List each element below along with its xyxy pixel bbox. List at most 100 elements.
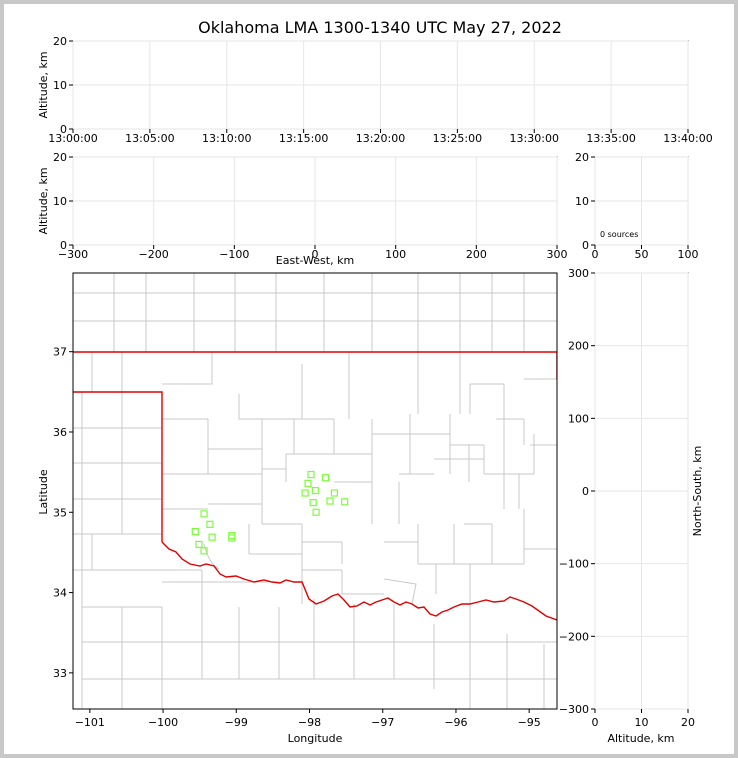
north-south-xtick-label: 20 <box>681 716 695 729</box>
north-south-ytick-label: 200 <box>568 340 589 353</box>
station-marker <box>341 498 349 506</box>
time-height-ylabel: Altitude, km <box>37 51 50 118</box>
time-height-xticks: 13:00:00 13:05:00 13:10:00 13:15:00 13:20:00… <box>48 129 713 145</box>
north-south-ytick-label: 300 <box>568 267 589 280</box>
histogram-xtick-label: 50 <box>635 248 649 261</box>
histogram-xticks: 0 50 100 <box>592 245 699 261</box>
plan-view-ylabel: Latitude <box>37 469 50 515</box>
plan-view-ytick-label: 36 <box>53 426 67 439</box>
time-height-xtick-label: 13:35:00 <box>586 132 635 145</box>
plan-view-xtick-label: −101 <box>75 716 105 729</box>
plan-view-ytick-label: 37 <box>53 346 67 359</box>
plan-view-ytick-label: 34 <box>53 587 67 600</box>
station-marker <box>309 499 317 507</box>
station-marker <box>200 510 208 518</box>
plan-view-xtick-label: −95 <box>518 716 541 729</box>
station-marker <box>200 547 208 555</box>
time-height-xtick-label: 13:30:00 <box>510 132 559 145</box>
north-south-xlabel: Altitude, km <box>607 732 674 745</box>
time-height-xtick-label: 13:40:00 <box>663 132 712 145</box>
time-height-yticks: 0 10 20 <box>53 35 73 136</box>
station-marker <box>330 489 339 497</box>
station-marker <box>322 474 330 482</box>
state-boundaries <box>73 351 557 621</box>
plan-view-xtick-label: −97 <box>371 716 394 729</box>
east-west-ylabel: Altitude, km <box>37 167 50 234</box>
plan-view-yticks: 33 34 35 36 37 <box>53 346 73 680</box>
east-west-panel: −300 −200 −100 0 100 200 300 0 10 20 East-West, … <box>37 151 568 267</box>
lma-stations <box>191 470 349 555</box>
chart-title: Oklahoma LMA 1300-1340 UTC May 27, 2022 <box>198 18 562 37</box>
east-west-ytick-label: 20 <box>53 151 67 164</box>
histogram-panel: 0 50 100 0 10 20 0 sources <box>575 151 699 261</box>
station-marker <box>311 486 319 495</box>
station-marker <box>326 497 334 505</box>
station-marker <box>312 508 320 516</box>
station-marker <box>304 479 312 487</box>
east-west-xticks: −300 −200 −100 0 100 200 300 <box>58 245 568 261</box>
time-height-xtick-label: 13:25:00 <box>433 132 482 145</box>
figure-frame: Oklahoma LMA 1300-1340 UTC May 27, 2022 … <box>4 4 734 754</box>
east-west-ytick-label: 0 <box>60 239 67 252</box>
east-west-xtick-label: 0 <box>312 248 319 261</box>
histogram-ytick-label: 0 <box>582 239 589 252</box>
north-south-xtick-label: 0 <box>592 716 599 729</box>
north-south-panel: 0 10 20 −300 −200 −100 0 100 200 300 Altitude, k… <box>559 267 704 745</box>
east-west-xtick-label: −100 <box>219 248 249 261</box>
station-marker <box>208 533 216 541</box>
north-south-ylabel: North-South, km <box>691 446 704 537</box>
histogram-yticks: 0 10 20 <box>575 151 595 252</box>
time-height-xtick-label: 13:15:00 <box>279 132 328 145</box>
plan-view-panel: −101 −100 −99 −98 −97 −96 −95 33 34 35 36 37 Longi… <box>37 272 558 745</box>
north-south-ytick-label: −100 <box>559 558 589 571</box>
east-west-xtick-label: −200 <box>139 248 169 261</box>
north-south-xticks: 0 10 20 <box>592 709 695 729</box>
north-south-ytick-label: −200 <box>559 630 589 643</box>
plan-view-xtick-label: −96 <box>444 716 467 729</box>
time-height-ytick-label: 20 <box>53 35 67 48</box>
station-marker <box>307 470 315 479</box>
plan-view-xtick-label: −100 <box>148 716 178 729</box>
plan-view-ytick-label: 35 <box>53 506 67 519</box>
east-west-ytick-label: 10 <box>53 195 67 208</box>
county-boundaries <box>73 273 557 709</box>
lma-figure: Oklahoma LMA 1300-1340 UTC May 27, 2022 … <box>37 18 713 745</box>
time-height-xtick-label: 13:20:00 <box>356 132 405 145</box>
north-south-ytick-label: −300 <box>559 703 589 716</box>
station-marker <box>301 489 309 497</box>
source-count-label: 0 sources <box>600 230 638 239</box>
plan-view-xtick-label: −99 <box>225 716 248 729</box>
time-height-panel: 13:00:00 13:05:00 13:10:00 13:15:00 13:20:00… <box>37 35 713 145</box>
histogram-xtick-label: 100 <box>678 248 699 261</box>
east-west-xtick-label: 200 <box>466 248 487 261</box>
time-height-xtick-label: 13:05:00 <box>125 132 174 145</box>
map-area <box>73 273 557 709</box>
plan-view-xticks: −101 −100 −99 −98 −97 −96 −95 <box>75 709 541 729</box>
east-west-xlabel: East-West, km <box>276 254 354 267</box>
east-west-grid <box>72 156 558 246</box>
time-height-ytick-label: 0 <box>60 123 67 136</box>
plan-view-ytick-label: 33 <box>53 667 67 680</box>
station-marker <box>191 527 199 536</box>
north-south-yticks: −300 −200 −100 0 100 200 300 <box>559 267 595 716</box>
east-west-xtick-label: −300 <box>58 248 88 261</box>
time-height-ytick-label: 10 <box>53 79 67 92</box>
north-south-grid <box>594 272 689 710</box>
station-marker <box>228 534 236 542</box>
north-south-ytick-label: 0 <box>582 485 589 498</box>
east-west-xtick-label: 300 <box>547 248 568 261</box>
plan-view-xlabel: Longitude <box>288 732 343 745</box>
plan-view-xtick-label: −98 <box>298 716 321 729</box>
station-marker <box>195 540 203 548</box>
east-west-xtick-label: 100 <box>385 248 406 261</box>
time-height-xtick-label: 13:00:00 <box>48 132 97 145</box>
histogram-ytick-label: 20 <box>575 151 589 164</box>
north-south-ytick-label: 100 <box>568 412 589 425</box>
histogram-xtick-label: 0 <box>592 248 599 261</box>
time-height-grid <box>72 40 689 130</box>
histogram-ytick-label: 10 <box>575 195 589 208</box>
station-marker <box>206 520 214 528</box>
plan-view-frame <box>72 272 558 710</box>
north-south-xtick-label: 10 <box>635 716 649 729</box>
east-west-yticks: 0 10 20 <box>53 151 73 252</box>
